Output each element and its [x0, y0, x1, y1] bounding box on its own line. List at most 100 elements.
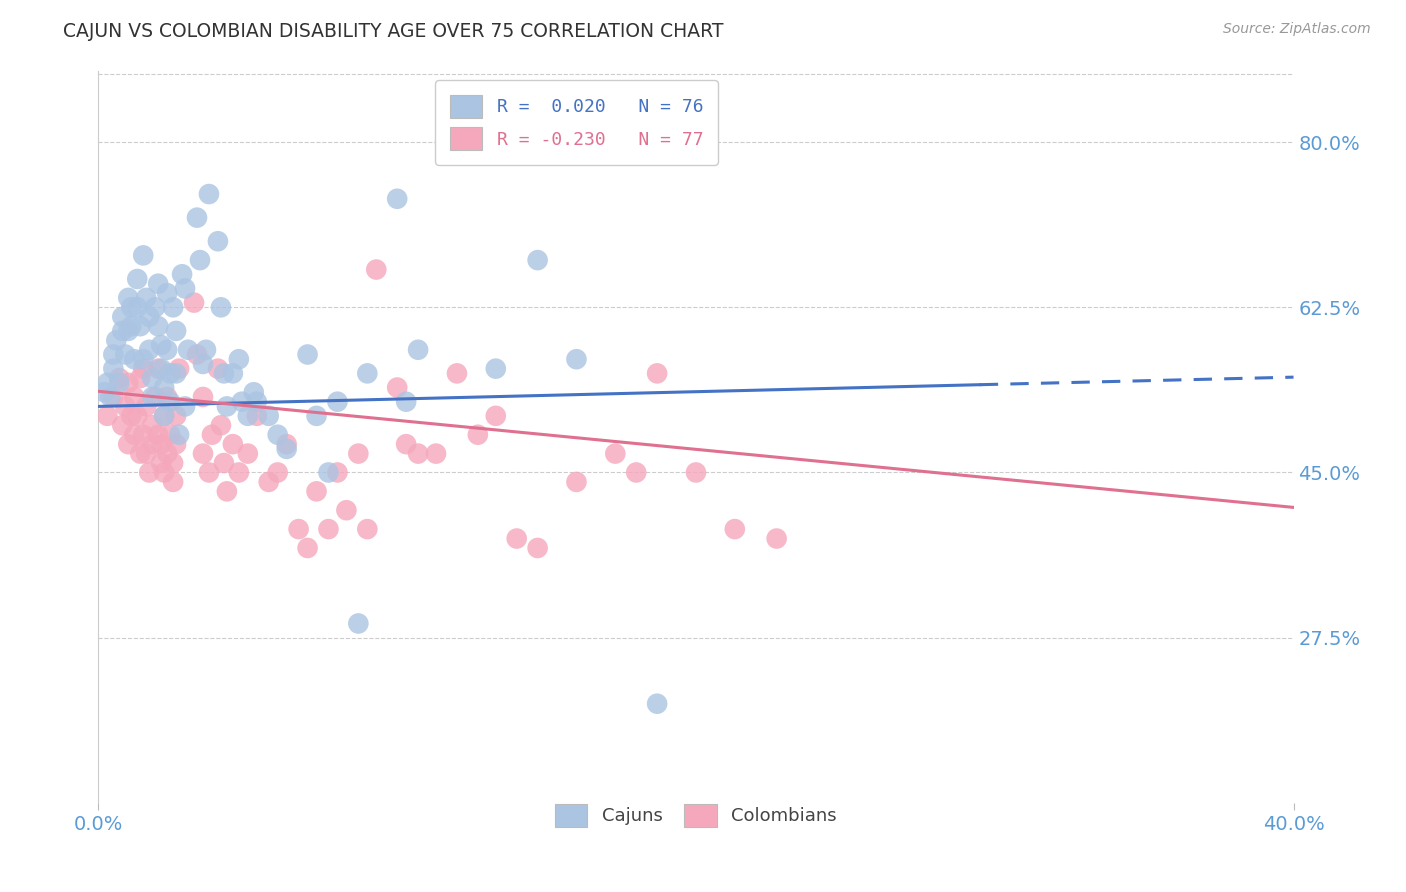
Point: [267, 427, 290, 442]
Point: [222, 437, 245, 451]
Point: [215, 484, 238, 499]
Point: [565, 475, 588, 489]
Point: [605, 447, 627, 461]
Point: [127, 409, 149, 423]
Point: [526, 253, 548, 268]
Point: [385, 192, 409, 206]
Point: [162, 301, 184, 315]
Point: [467, 427, 489, 442]
Point: [305, 409, 328, 423]
Point: [347, 616, 370, 631]
Point: [156, 286, 179, 301]
Text: CAJUN VS COLOMBIAN DISABILITY AGE OVER 75 CORRELATION CHART: CAJUN VS COLOMBIAN DISABILITY AGE OVER 7…: [63, 22, 724, 41]
Point: [148, 427, 170, 442]
Point: [127, 272, 149, 286]
Point: [143, 301, 166, 315]
Point: [366, 262, 388, 277]
Point: [96, 376, 118, 390]
Point: [305, 484, 328, 499]
Point: [347, 447, 370, 461]
Point: [526, 541, 548, 555]
Point: [129, 371, 152, 385]
Point: [406, 343, 429, 357]
Point: [108, 371, 131, 385]
Point: [645, 697, 668, 711]
Point: [318, 522, 340, 536]
Point: [297, 347, 319, 361]
Point: [98, 390, 122, 404]
Point: [103, 347, 125, 361]
Point: [186, 211, 208, 225]
Point: [124, 390, 146, 404]
Point: [209, 418, 232, 433]
Point: [132, 427, 155, 442]
Point: [209, 301, 232, 315]
Point: [257, 409, 280, 423]
Point: [446, 367, 468, 381]
Legend: Cajuns, Colombians: Cajuns, Colombians: [548, 797, 844, 834]
Point: [207, 234, 229, 248]
Point: [111, 310, 134, 324]
Point: [406, 447, 429, 461]
Point: [685, 466, 707, 480]
Point: [114, 347, 136, 361]
Point: [425, 447, 447, 461]
Point: [191, 357, 214, 371]
Point: [138, 343, 160, 357]
Point: [120, 319, 142, 334]
Point: [150, 338, 173, 352]
Point: [198, 187, 221, 202]
Point: [215, 400, 238, 414]
Point: [246, 394, 269, 409]
Point: [150, 437, 173, 451]
Point: [188, 253, 211, 268]
Point: [103, 361, 125, 376]
Point: [167, 427, 190, 442]
Point: [105, 334, 128, 348]
Point: [228, 466, 250, 480]
Point: [141, 371, 163, 385]
Point: [165, 367, 187, 381]
Point: [148, 361, 170, 376]
Point: [201, 427, 224, 442]
Point: [93, 385, 115, 400]
Point: [120, 301, 142, 315]
Point: [191, 390, 214, 404]
Point: [153, 466, 176, 480]
Point: [96, 409, 118, 423]
Point: [485, 361, 508, 376]
Point: [103, 390, 125, 404]
Point: [243, 385, 266, 400]
Point: [153, 380, 176, 394]
Point: [356, 367, 378, 381]
Point: [257, 475, 280, 489]
Point: [198, 466, 221, 480]
Point: [236, 409, 259, 423]
Point: [326, 394, 349, 409]
Point: [162, 475, 184, 489]
Point: [135, 400, 157, 414]
Point: [165, 409, 187, 423]
Point: [724, 522, 747, 536]
Point: [127, 301, 149, 315]
Point: [138, 310, 160, 324]
Point: [246, 409, 269, 423]
Point: [135, 291, 157, 305]
Point: [159, 367, 181, 381]
Point: [156, 343, 179, 357]
Point: [156, 447, 179, 461]
Point: [162, 456, 184, 470]
Point: [212, 456, 235, 470]
Point: [228, 352, 250, 367]
Point: [385, 380, 409, 394]
Point: [167, 361, 190, 376]
Point: [335, 503, 357, 517]
Point: [195, 343, 218, 357]
Point: [506, 532, 529, 546]
Point: [287, 522, 309, 536]
Point: [117, 376, 139, 390]
Point: [165, 437, 187, 451]
Text: Source: ZipAtlas.com: Source: ZipAtlas.com: [1223, 22, 1371, 37]
Point: [143, 390, 166, 404]
Point: [148, 319, 170, 334]
